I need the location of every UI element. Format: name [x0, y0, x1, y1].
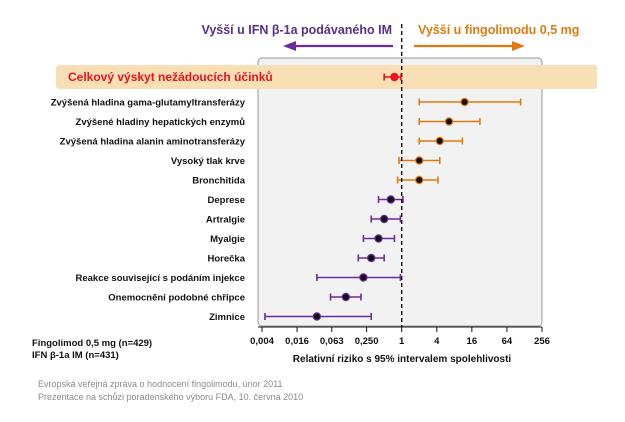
- x-tick-label: 0,016: [285, 336, 309, 347]
- point-estimate: [359, 273, 368, 282]
- x-tick-label: 0,250: [355, 336, 379, 347]
- x-tick-label: 0,063: [320, 336, 344, 347]
- point-estimate: [415, 156, 424, 165]
- x-tick-label: 1: [399, 336, 405, 347]
- point-estimate: [386, 195, 396, 204]
- row-label: Artralgie: [206, 215, 245, 226]
- row-label: Bronchitida: [192, 176, 245, 187]
- point-estimate: [367, 253, 376, 263]
- legend-group-2: IFN β-1a IM (n=431): [32, 350, 119, 361]
- row-label: Reakce související s podáním injekce: [76, 273, 246, 284]
- point-estimate: [460, 97, 469, 107]
- x-tick-label: 256: [534, 336, 550, 347]
- point-estimate: [374, 234, 383, 243]
- source-line-1: Evropská veřejná zpráva o hodnocení fing…: [38, 379, 283, 389]
- x-axis-ticks: 0,004 0,016 0,063 0,250 1 4 16 64 256: [250, 327, 550, 347]
- row-label: Zimnice: [209, 312, 245, 323]
- forest-rows: Zvýšená hladina gama-glutamyltransferázy…: [51, 97, 522, 323]
- x-tick-label: 0,004: [250, 336, 274, 347]
- point-estimate: [444, 117, 454, 126]
- row-label: Zvýšená hladina alanin aminotransferázy: [60, 137, 246, 148]
- x-tick-label: 4: [434, 336, 440, 347]
- row-label: Horečka: [208, 254, 246, 265]
- overall-label: Celkový výskyt nežádoucích účinků: [68, 70, 273, 84]
- row-label: Myalgie: [210, 234, 245, 245]
- x-tick-label: 16: [467, 336, 478, 347]
- plot-background: [257, 57, 543, 327]
- x-tick-label: 64: [502, 336, 513, 347]
- source-line-2: Prezentace na schůzi poradenského výboru…: [38, 392, 303, 402]
- row-label: Vysoký tlak krve: [171, 156, 245, 167]
- row-label: Onemocnění podobné chřipce: [108, 293, 245, 304]
- header-left-label: Vyšší u IFN β-1a podávaného IM: [201, 23, 392, 37]
- row-label: Zvýšená hladina gama-glutamyltransferázy: [51, 98, 246, 109]
- x-axis-label: Relativní riziko s 95% intervalem spoleh…: [293, 354, 512, 365]
- overall-estimate: [383, 72, 402, 82]
- overall-highlight-band: [56, 65, 597, 89]
- left-arrow-icon: [283, 41, 393, 51]
- right-arrow-icon: [414, 41, 525, 51]
- point-estimate: [379, 214, 389, 224]
- point-estimate: [341, 292, 351, 302]
- legend-group-1: Fingolimod 0,5 mg (n=429): [32, 338, 152, 349]
- point-estimate: [435, 136, 444, 146]
- point-estimate: [312, 312, 322, 321]
- overall-point: [390, 72, 399, 82]
- row-label: Zvýšené hladiny hepatických enzymů: [76, 117, 246, 128]
- point-estimate: [415, 175, 424, 185]
- header-right-label: Vyšší u fingolimodu 0,5 mg: [418, 23, 579, 37]
- row-label: Deprese: [208, 195, 246, 206]
